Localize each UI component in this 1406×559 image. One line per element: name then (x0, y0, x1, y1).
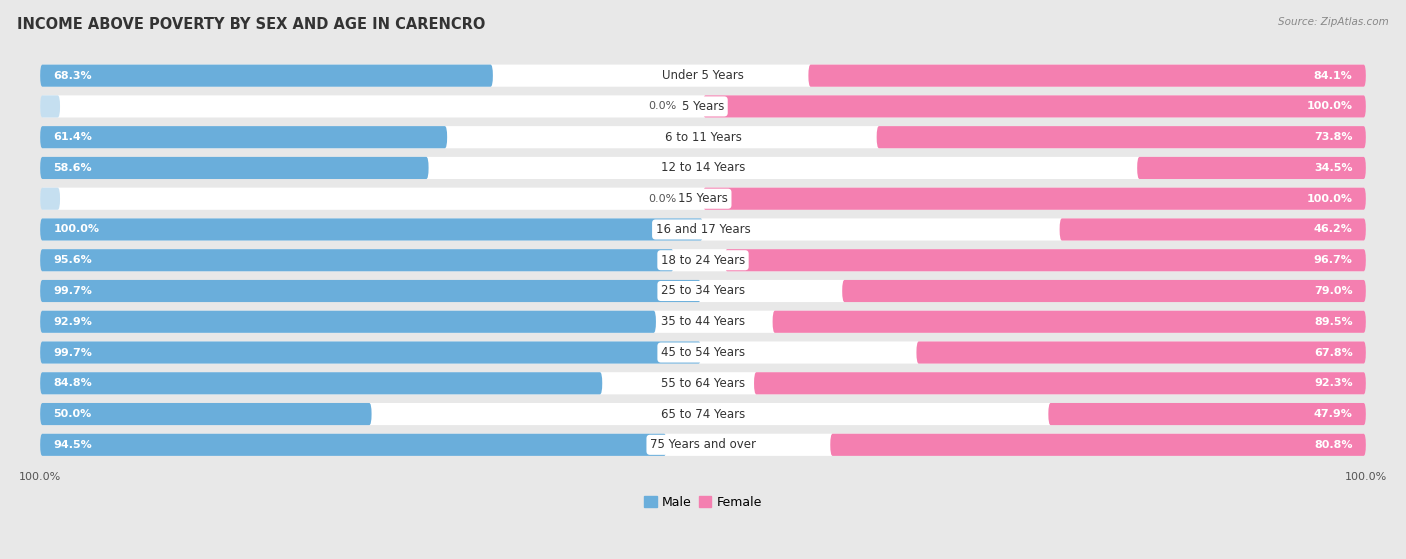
Text: 34.5%: 34.5% (1315, 163, 1353, 173)
FancyBboxPatch shape (41, 311, 657, 333)
Text: 95.6%: 95.6% (53, 255, 93, 265)
FancyBboxPatch shape (41, 157, 429, 179)
Text: 15 Years: 15 Years (678, 192, 728, 205)
Text: 58.6%: 58.6% (53, 163, 91, 173)
Text: 73.8%: 73.8% (1315, 132, 1353, 142)
FancyBboxPatch shape (41, 126, 447, 148)
Text: 89.5%: 89.5% (1315, 317, 1353, 327)
FancyBboxPatch shape (41, 249, 673, 271)
FancyBboxPatch shape (917, 342, 1365, 363)
FancyBboxPatch shape (41, 434, 666, 456)
Text: 6 to 11 Years: 6 to 11 Years (665, 131, 741, 144)
Text: 84.1%: 84.1% (1313, 70, 1353, 80)
FancyBboxPatch shape (41, 372, 602, 394)
FancyBboxPatch shape (754, 372, 1365, 394)
FancyBboxPatch shape (41, 126, 1365, 148)
FancyBboxPatch shape (808, 65, 1365, 87)
Text: Under 5 Years: Under 5 Years (662, 69, 744, 82)
Text: 68.3%: 68.3% (53, 70, 91, 80)
FancyBboxPatch shape (1060, 219, 1365, 240)
Text: 94.5%: 94.5% (53, 440, 93, 450)
FancyBboxPatch shape (1049, 403, 1365, 425)
FancyBboxPatch shape (41, 65, 494, 87)
Text: 46.2%: 46.2% (1313, 225, 1353, 234)
FancyBboxPatch shape (41, 342, 1365, 363)
Text: 79.0%: 79.0% (1315, 286, 1353, 296)
FancyBboxPatch shape (41, 311, 1365, 333)
Text: 92.9%: 92.9% (53, 317, 93, 327)
Text: 99.7%: 99.7% (53, 286, 93, 296)
FancyBboxPatch shape (41, 65, 1365, 87)
Legend: Male, Female: Male, Female (640, 491, 766, 514)
FancyBboxPatch shape (41, 372, 1365, 394)
Text: 100.0%: 100.0% (53, 225, 100, 234)
Text: 80.8%: 80.8% (1315, 440, 1353, 450)
FancyBboxPatch shape (41, 403, 1365, 425)
Text: 100.0%: 100.0% (1306, 101, 1353, 111)
Text: 55 to 64 Years: 55 to 64 Years (661, 377, 745, 390)
FancyBboxPatch shape (41, 188, 60, 210)
FancyBboxPatch shape (831, 434, 1365, 456)
FancyBboxPatch shape (41, 403, 371, 425)
FancyBboxPatch shape (41, 219, 1365, 240)
Text: 65 to 74 Years: 65 to 74 Years (661, 408, 745, 420)
FancyBboxPatch shape (41, 157, 1365, 179)
FancyBboxPatch shape (877, 126, 1365, 148)
Text: 45 to 54 Years: 45 to 54 Years (661, 346, 745, 359)
FancyBboxPatch shape (41, 188, 1365, 210)
Text: 67.8%: 67.8% (1313, 348, 1353, 358)
Text: 5 Years: 5 Years (682, 100, 724, 113)
Text: 92.3%: 92.3% (1315, 378, 1353, 389)
Text: 47.9%: 47.9% (1313, 409, 1353, 419)
Text: 12 to 14 Years: 12 to 14 Years (661, 162, 745, 174)
Text: Source: ZipAtlas.com: Source: ZipAtlas.com (1278, 17, 1389, 27)
FancyBboxPatch shape (41, 249, 1365, 271)
Text: 0.0%: 0.0% (648, 194, 676, 203)
FancyBboxPatch shape (1137, 157, 1365, 179)
FancyBboxPatch shape (41, 434, 1365, 456)
Text: INCOME ABOVE POVERTY BY SEX AND AGE IN CARENCRO: INCOME ABOVE POVERTY BY SEX AND AGE IN C… (17, 17, 485, 32)
FancyBboxPatch shape (41, 219, 703, 240)
Text: 75 Years and over: 75 Years and over (650, 438, 756, 451)
Text: 96.7%: 96.7% (1313, 255, 1353, 265)
FancyBboxPatch shape (703, 188, 1365, 210)
FancyBboxPatch shape (41, 280, 1365, 302)
Text: 25 to 34 Years: 25 to 34 Years (661, 285, 745, 297)
FancyBboxPatch shape (842, 280, 1365, 302)
Text: 35 to 44 Years: 35 to 44 Years (661, 315, 745, 328)
Text: 84.8%: 84.8% (53, 378, 93, 389)
FancyBboxPatch shape (725, 249, 1365, 271)
Text: 61.4%: 61.4% (53, 132, 93, 142)
FancyBboxPatch shape (41, 96, 1365, 117)
Text: 50.0%: 50.0% (53, 409, 91, 419)
Text: 100.0%: 100.0% (1306, 194, 1353, 203)
Text: 16 and 17 Years: 16 and 17 Years (655, 223, 751, 236)
FancyBboxPatch shape (773, 311, 1365, 333)
FancyBboxPatch shape (41, 342, 702, 363)
FancyBboxPatch shape (41, 280, 702, 302)
FancyBboxPatch shape (41, 96, 60, 117)
Text: 18 to 24 Years: 18 to 24 Years (661, 254, 745, 267)
Text: 99.7%: 99.7% (53, 348, 93, 358)
FancyBboxPatch shape (703, 96, 1365, 117)
Text: 0.0%: 0.0% (648, 101, 676, 111)
